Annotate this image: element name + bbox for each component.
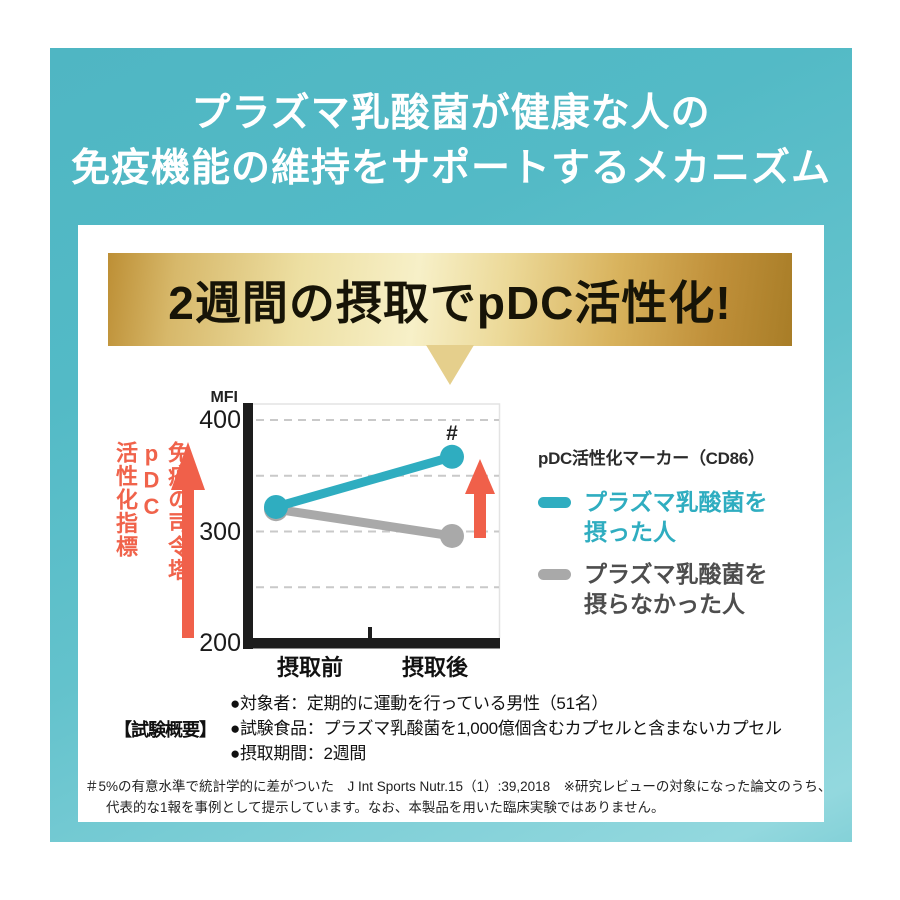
y-axis-tick-label: 400 xyxy=(199,406,241,434)
side-caption-column2: 活性化指標 xyxy=(113,441,138,559)
study-overview-item: ●摂取期間：2週間 xyxy=(230,744,367,763)
page-title: プラズマ乳酸菌が健康な人の 免疫機能の維持をサポートするメカニズム xyxy=(50,86,852,196)
up-arrow-shape xyxy=(171,442,205,638)
data-line xyxy=(275,504,453,541)
study-overview-items: ●対象者：定期的に運動を行っている男性（51名） ●試験食品：プラズマ乳酸菌を1,… xyxy=(230,691,782,766)
y-axis-line xyxy=(243,403,253,649)
legend-label-not-taken: プラズマ乳酸菌を 摂らなかった人 xyxy=(584,559,768,619)
chart-series-layer xyxy=(256,419,499,589)
study-overview-item: ●対象者：定期的に運動を行っている男性（51名） xyxy=(230,694,609,713)
data-line xyxy=(274,452,454,512)
teal-line-swatch xyxy=(538,497,571,508)
plot-frame xyxy=(253,403,501,638)
study-overview: 【試験概要】 ●対象者：定期的に運動を行っている男性（51名） ●試験食品：プラズ… xyxy=(114,691,782,766)
study-overview-item: ●試験食品：プラズマ乳酸菌を1,000億個含むカプセルと含まないカプセル xyxy=(230,719,782,738)
legend-item-taken: プラズマ乳酸菌を 摂った人 xyxy=(538,487,814,547)
activation-up-arrow-icon xyxy=(171,442,205,638)
page-title-line1: プラズマ乳酸菌が健康な人の xyxy=(191,92,711,135)
legend-title: pDC活性化マーカー（CD86） xyxy=(538,449,765,468)
data-point xyxy=(440,444,464,469)
y-axis-unit-label: MFI xyxy=(210,389,238,406)
y-axis-tick-label: 200 xyxy=(199,629,241,657)
significance-annotation: # xyxy=(446,422,458,445)
gray-line-swatch xyxy=(538,569,571,580)
legend-label-not-taken-line1: プラズマ乳酸菌を xyxy=(584,561,768,587)
legend-label-taken: プラズマ乳酸菌を 摂った人 xyxy=(584,487,768,547)
data-point xyxy=(440,523,464,548)
x-axis-category-label: 摂取前 xyxy=(276,655,343,680)
legend-label-not-taken-line2: 摂らなかった人 xyxy=(584,591,745,617)
footnote-line1: ＃5%の有意水準で統計学的に差がついた J Int Sports Nutr.15… xyxy=(85,779,832,794)
chart-legend: pDC活性化マーカー（CD86） プラズマ乳酸菌を 摂った人 プラズマ乳酸菌を … xyxy=(538,444,814,631)
y-axis-tick-label: 300 xyxy=(199,517,241,546)
footnote-line2: 代表的な1報を事例として提示しています。なお、本製品を用いた臨床実験ではありませ… xyxy=(106,800,665,815)
banner-headline: 2週間の摂取でpDC活性化! xyxy=(168,276,732,329)
footnote: ＃5%の有意水準で統計学的に差がついた J Int Sports Nutr.15… xyxy=(85,776,848,818)
legend-label-taken-line1: プラズマ乳酸菌を xyxy=(584,489,768,515)
legend-item-not-taken: プラズマ乳酸菌を 摂らなかった人 xyxy=(538,559,814,619)
line-chart xyxy=(243,403,501,649)
x-axis-divider-tick xyxy=(368,627,372,639)
increase-arrow-icon xyxy=(465,459,495,538)
study-overview-label: 【試験概要】 xyxy=(114,719,217,740)
x-axis-line xyxy=(243,638,500,649)
data-point xyxy=(264,494,288,519)
legend-label-taken-line2: 摂った人 xyxy=(584,519,676,545)
x-axis-category-label: 摂取後 xyxy=(401,655,468,680)
banner-pointer-triangle xyxy=(426,345,474,385)
page-title-line2: 免疫機能の維持をサポートするメカニズム xyxy=(70,147,831,190)
gold-banner: 2週間の摂取でpDC活性化! xyxy=(108,253,792,346)
